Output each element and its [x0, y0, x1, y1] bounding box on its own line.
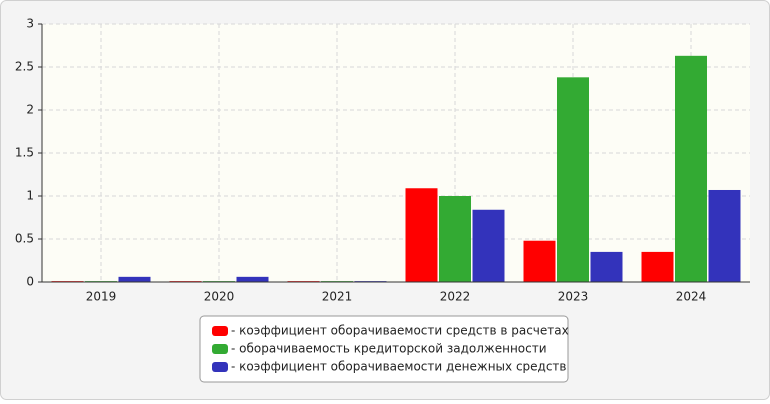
- y-tick-label: 3: [26, 17, 34, 31]
- y-tick-label: 0.5: [15, 232, 34, 246]
- legend-swatch: [212, 362, 228, 372]
- bar: [641, 251, 674, 282]
- bar: [708, 189, 741, 282]
- y-tick-label: 0: [26, 275, 34, 289]
- y-tick-label: 1.5: [15, 146, 34, 160]
- x-tick-label: 2024: [676, 290, 707, 304]
- x-tick-label: 2023: [558, 290, 589, 304]
- bar: [405, 188, 438, 282]
- legend: [199, 315, 569, 383]
- legend-swatch: [212, 326, 228, 336]
- bar: [472, 209, 505, 282]
- legend-label: - оборачиваемость кредиторской задолженн…: [231, 342, 547, 356]
- x-tick-label: 2019: [86, 290, 117, 304]
- bar: [439, 196, 471, 282]
- legend-swatch: [212, 344, 228, 354]
- bar: [236, 276, 269, 282]
- y-tick-label: 2.5: [15, 60, 34, 74]
- y-tick-label: 2: [26, 103, 34, 117]
- x-tick-label: 2021: [322, 290, 353, 304]
- y-tick-label: 1: [26, 189, 34, 203]
- bar: [557, 77, 589, 282]
- bar: [590, 251, 623, 282]
- legend-label: - коэффициент оборачиваемости денежных с…: [231, 360, 567, 374]
- x-tick-label: 2022: [440, 290, 471, 304]
- bar: [118, 276, 151, 282]
- legend-label: - коэффициент оборачиваемости средств в …: [231, 324, 569, 338]
- x-tick-label: 2020: [204, 290, 235, 304]
- bar: [675, 55, 707, 282]
- bar: [523, 240, 556, 282]
